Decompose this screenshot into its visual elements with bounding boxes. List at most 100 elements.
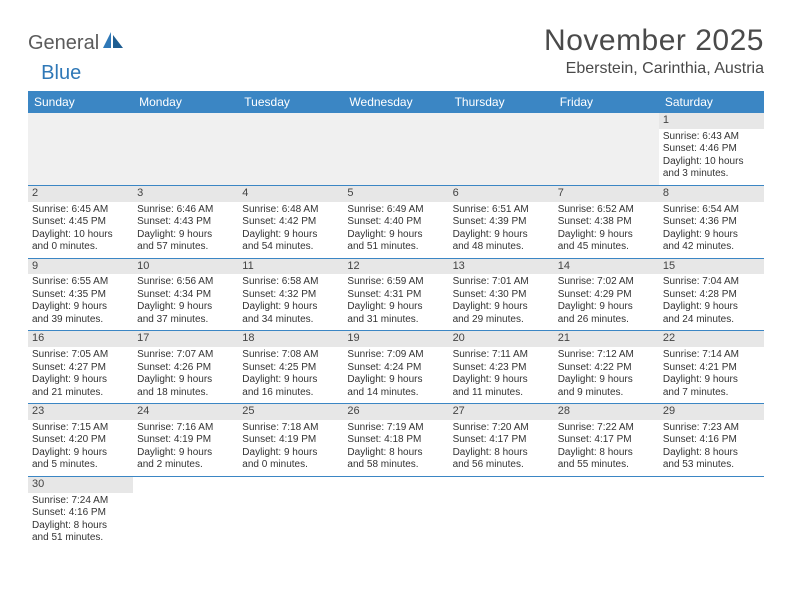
sunrise-text: Sunrise: 7:08 AM: [242, 349, 339, 362]
sunset-text: Sunset: 4:26 PM: [137, 362, 234, 375]
day-cell: 27Sunrise: 7:20 AMSunset: 4:17 PMDayligh…: [449, 404, 554, 477]
daylight1-text: Daylight: 9 hours: [558, 229, 655, 242]
day-cell: 20Sunrise: 7:11 AMSunset: 4:23 PMDayligh…: [449, 331, 554, 404]
sunrise-text: Sunrise: 7:19 AM: [347, 422, 444, 435]
daylight2-text: and 58 minutes.: [347, 459, 444, 472]
day-number: 9: [28, 259, 133, 275]
daylight1-text: Daylight: 9 hours: [453, 301, 550, 314]
daylight2-text: and 14 minutes.: [347, 387, 444, 400]
day-cell: 19Sunrise: 7:09 AMSunset: 4:24 PMDayligh…: [343, 331, 448, 404]
empty-cell: [28, 113, 133, 185]
daylight2-text: and 34 minutes.: [242, 314, 339, 327]
empty-cell: [238, 113, 343, 185]
sunrise-text: Sunrise: 6:48 AM: [242, 204, 339, 217]
daylight1-text: Daylight: 10 hours: [32, 229, 129, 242]
sunrise-text: Sunrise: 6:55 AM: [32, 276, 129, 289]
sunrise-text: Sunrise: 7:23 AM: [663, 422, 760, 435]
weekday-header: Thursday: [449, 91, 554, 113]
day-number: 2: [28, 186, 133, 202]
empty-cell: [133, 113, 238, 185]
sunset-text: Sunset: 4:17 PM: [453, 434, 550, 447]
daylight2-text: and 9 minutes.: [558, 387, 655, 400]
sunset-text: Sunset: 4:31 PM: [347, 289, 444, 302]
weekday-header: Wednesday: [343, 91, 448, 113]
daylight2-text: and 21 minutes.: [32, 387, 129, 400]
sunrise-text: Sunrise: 6:46 AM: [137, 204, 234, 217]
sunrise-text: Sunrise: 6:49 AM: [347, 204, 444, 217]
sunrise-text: Sunrise: 7:18 AM: [242, 422, 339, 435]
day-cell: 6Sunrise: 6:51 AMSunset: 4:39 PMDaylight…: [449, 185, 554, 258]
day-number: 1: [659, 113, 764, 129]
sunrise-text: Sunrise: 7:04 AM: [663, 276, 760, 289]
sunset-text: Sunset: 4:36 PM: [663, 216, 760, 229]
sunset-text: Sunset: 4:16 PM: [32, 507, 129, 520]
empty-cell: [449, 476, 554, 548]
day-cell: 26Sunrise: 7:19 AMSunset: 4:18 PMDayligh…: [343, 404, 448, 477]
sunset-text: Sunset: 4:39 PM: [453, 216, 550, 229]
day-number: 23: [28, 404, 133, 420]
empty-cell: [343, 113, 448, 185]
month-title: November 2025: [544, 24, 764, 58]
daylight2-text: and 57 minutes.: [137, 241, 234, 254]
day-number: 28: [554, 404, 659, 420]
day-cell: 28 Sunrise: 7:22 AMSunset: 4:17 PMDayligh…: [554, 404, 659, 477]
sunset-text: Sunset: 4:17 PM: [558, 434, 655, 447]
sunset-text: Sunset: 4:32 PM: [242, 289, 339, 302]
day-cell: 1Sunrise: 6:43 AMSunset: 4:46 PMDaylight…: [659, 113, 764, 185]
daylight2-text: and 31 minutes.: [347, 314, 444, 327]
daylight1-text: Daylight: 9 hours: [242, 447, 339, 460]
daylight1-text: Daylight: 9 hours: [137, 374, 234, 387]
day-number: 4: [238, 186, 343, 202]
weekday-header-row: SundayMondayTuesdayWednesdayThursdayFrid…: [28, 91, 764, 113]
day-cell: 16Sunrise: 7:05 AMSunset: 4:27 PMDayligh…: [28, 331, 133, 404]
daylight1-text: Daylight: 9 hours: [242, 301, 339, 314]
sunrise-text: Sunrise: 6:58 AM: [242, 276, 339, 289]
weekday-header: Saturday: [659, 91, 764, 113]
daylight2-text: and 55 minutes.: [558, 459, 655, 472]
day-number: 17: [133, 331, 238, 347]
daylight2-text: and 0 minutes.: [32, 241, 129, 254]
sunrise-text: Sunrise: 7:02 AM: [558, 276, 655, 289]
sunset-text: Sunset: 4:38 PM: [558, 216, 655, 229]
sunset-text: Sunset: 4:21 PM: [663, 362, 760, 375]
daylight2-text: and 29 minutes.: [453, 314, 550, 327]
daylight1-text: Daylight: 9 hours: [663, 301, 760, 314]
sunrise-text: Sunrise: 7:22 AM: [558, 422, 655, 435]
daylight2-text: and 42 minutes.: [663, 241, 760, 254]
daylight1-text: Daylight: 8 hours: [32, 520, 129, 533]
daylight2-text: and 24 minutes.: [663, 314, 760, 327]
day-cell: 15Sunrise: 7:04 AMSunset: 4:28 PMDayligh…: [659, 258, 764, 331]
day-cell: 17Sunrise: 7:07 AMSunset: 4:26 PMDayligh…: [133, 331, 238, 404]
day-cell: 5Sunrise: 6:49 AMSunset: 4:40 PMDaylight…: [343, 185, 448, 258]
day-cell: 9Sunrise: 6:55 AMSunset: 4:35 PMDaylight…: [28, 258, 133, 331]
daylight1-text: Daylight: 9 hours: [32, 374, 129, 387]
sunrise-text: Sunrise: 7:20 AM: [453, 422, 550, 435]
daylight2-text: and 45 minutes.: [558, 241, 655, 254]
day-number: 13: [449, 259, 554, 275]
sunset-text: Sunset: 4:40 PM: [347, 216, 444, 229]
day-cell: 21Sunrise: 7:12 AMSunset: 4:22 PMDayligh…: [554, 331, 659, 404]
sunset-text: Sunset: 4:18 PM: [347, 434, 444, 447]
daylight1-text: Daylight: 8 hours: [347, 447, 444, 460]
daylight1-text: Daylight: 8 hours: [558, 447, 655, 460]
daylight2-text: and 3 minutes.: [663, 168, 760, 181]
sunrise-text: Sunrise: 7:24 AM: [32, 495, 129, 508]
calendar-table: SundayMondayTuesdayWednesdayThursdayFrid…: [28, 91, 764, 549]
weekday-header: Monday: [133, 91, 238, 113]
daylight1-text: Daylight: 9 hours: [453, 374, 550, 387]
day-number: 7: [554, 186, 659, 202]
sunset-text: Sunset: 4:19 PM: [242, 434, 339, 447]
empty-cell: [659, 476, 764, 548]
sunset-text: Sunset: 4:24 PM: [347, 362, 444, 375]
day-number: 27: [449, 404, 554, 420]
day-cell: 22Sunrise: 7:14 AMSunset: 4:21 PMDayligh…: [659, 331, 764, 404]
day-cell: 13Sunrise: 7:01 AMSunset: 4:30 PMDayligh…: [449, 258, 554, 331]
daylight1-text: Daylight: 9 hours: [347, 229, 444, 242]
day-number: 20: [449, 331, 554, 347]
daylight1-text: Daylight: 9 hours: [453, 229, 550, 242]
day-number: 8: [659, 186, 764, 202]
daylight2-text: and 53 minutes.: [663, 459, 760, 472]
sunrise-text: Sunrise: 6:43 AM: [663, 131, 760, 144]
sunset-text: Sunset: 4:22 PM: [558, 362, 655, 375]
daylight2-text: and 16 minutes.: [242, 387, 339, 400]
